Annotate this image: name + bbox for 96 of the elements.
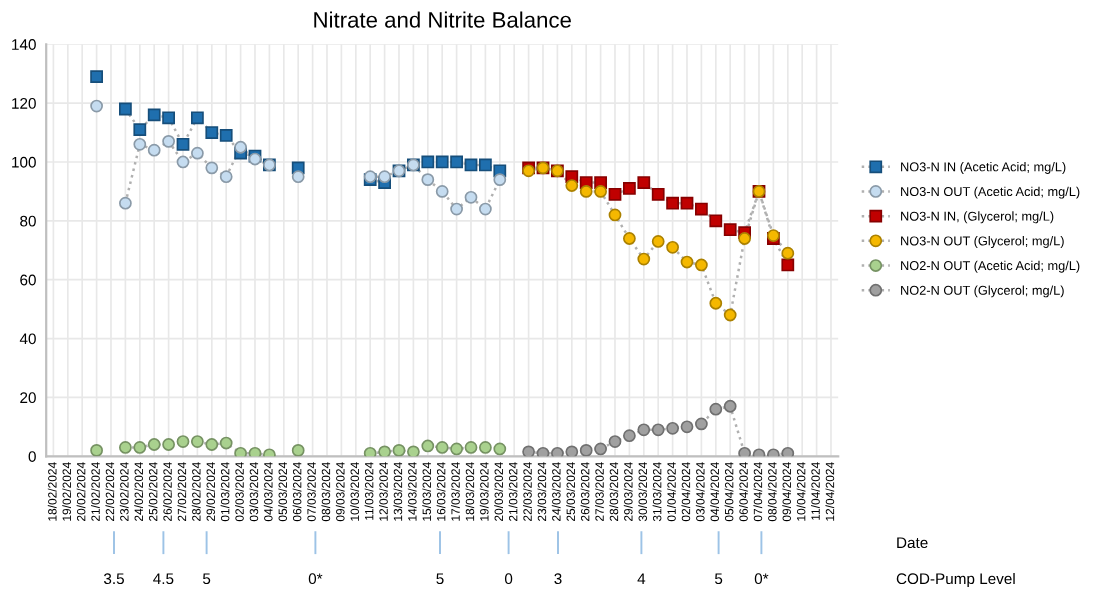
point [623, 429, 636, 443]
point [90, 70, 103, 84]
point [162, 111, 175, 125]
point [738, 232, 751, 245]
point [594, 185, 607, 198]
point [162, 438, 175, 451]
point [464, 190, 478, 204]
point [392, 443, 406, 457]
point [435, 441, 449, 454]
point [219, 170, 233, 184]
point [493, 442, 507, 456]
point [709, 402, 723, 416]
point [479, 202, 492, 216]
point [651, 235, 665, 248]
point [637, 176, 651, 189]
point [162, 134, 175, 148]
point [522, 445, 535, 457]
point [623, 232, 636, 245]
point [291, 443, 305, 457]
point [579, 185, 593, 198]
point [421, 155, 435, 169]
point [450, 155, 463, 169]
point [234, 140, 247, 154]
point [551, 446, 564, 457]
point [565, 445, 579, 457]
point [781, 246, 795, 260]
point [666, 240, 679, 254]
point [781, 446, 795, 457]
point [191, 435, 204, 448]
point [133, 137, 147, 151]
point [709, 214, 723, 228]
point [781, 258, 795, 272]
point [594, 442, 607, 456]
point [191, 146, 204, 160]
point [205, 438, 219, 451]
point [723, 223, 737, 237]
point [435, 185, 449, 198]
point [119, 441, 132, 454]
point [680, 255, 694, 269]
point [464, 441, 478, 454]
point [363, 446, 377, 457]
point [219, 436, 233, 450]
point [133, 441, 147, 454]
point [421, 439, 435, 453]
point [176, 435, 190, 448]
point [119, 102, 132, 116]
point [695, 202, 708, 216]
point [608, 208, 622, 222]
point [680, 420, 694, 434]
point [723, 308, 737, 322]
point [176, 137, 190, 151]
point [90, 443, 103, 457]
point [450, 202, 463, 216]
point [623, 182, 636, 195]
point [479, 158, 492, 172]
point [291, 170, 305, 184]
point [147, 108, 161, 122]
point [435, 155, 449, 169]
point [637, 252, 651, 266]
point [666, 196, 679, 210]
point [565, 179, 579, 192]
point [608, 435, 622, 448]
point [493, 173, 507, 187]
point [695, 417, 708, 431]
point [479, 441, 492, 454]
point [119, 196, 132, 210]
point [407, 445, 420, 457]
point [378, 445, 391, 457]
point [219, 129, 233, 142]
point [651, 423, 665, 437]
point [90, 99, 103, 113]
point [191, 111, 204, 125]
point [421, 173, 435, 187]
point [536, 446, 550, 457]
point [234, 446, 247, 457]
point [176, 155, 190, 169]
point [709, 296, 723, 310]
point [651, 187, 665, 201]
point [666, 421, 679, 435]
point [579, 443, 593, 457]
point [608, 187, 622, 201]
point [738, 446, 751, 457]
point [248, 446, 262, 457]
point [147, 143, 161, 157]
point [378, 170, 391, 184]
point [147, 438, 161, 451]
point [205, 161, 219, 175]
point [133, 123, 147, 136]
point [680, 196, 694, 210]
point [695, 258, 708, 272]
point [723, 399, 737, 413]
point [205, 126, 219, 139]
point [637, 423, 651, 437]
point [464, 158, 478, 172]
point [450, 442, 463, 456]
chart-title: Nitrate and Nitrite Balance [314, 11, 571, 28]
